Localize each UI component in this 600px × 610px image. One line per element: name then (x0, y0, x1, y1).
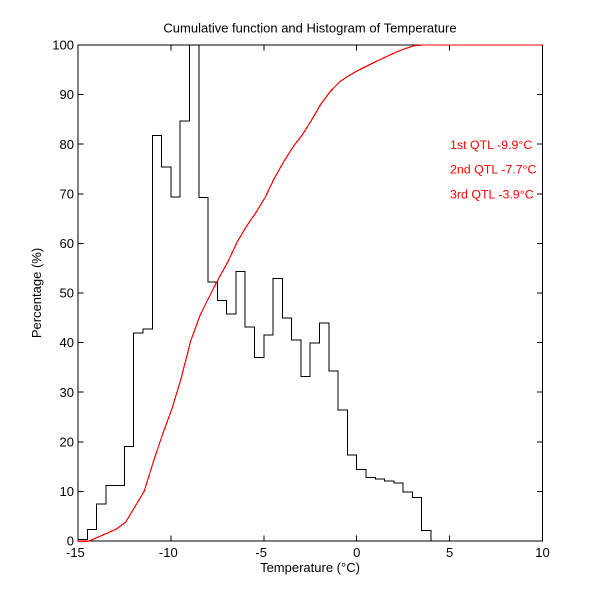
svg-text:30: 30 (60, 385, 74, 400)
svg-text:90: 90 (60, 87, 74, 102)
svg-text:-15: -15 (66, 545, 85, 560)
svg-text:Temperature (°C): Temperature (°C) (260, 560, 360, 575)
svg-text:5: 5 (446, 545, 453, 560)
svg-text:2nd QTL -7.7°C: 2nd QTL -7.7°C (450, 163, 537, 177)
svg-text:10: 10 (60, 484, 74, 499)
svg-text:80: 80 (60, 137, 74, 152)
svg-text:Percentage (%): Percentage (%) (29, 248, 44, 338)
svg-text:20: 20 (60, 434, 74, 449)
svg-text:10: 10 (535, 545, 549, 560)
svg-text:Cumulative function and Histog: Cumulative function and Histogram of Tem… (163, 21, 456, 36)
svg-text:3rd QTL -3.9°C: 3rd QTL -3.9°C (450, 188, 534, 202)
svg-text:0: 0 (67, 534, 74, 549)
svg-text:60: 60 (60, 236, 74, 251)
svg-text:50: 50 (60, 286, 74, 301)
svg-text:-5: -5 (255, 545, 267, 560)
svg-text:-10: -10 (159, 545, 178, 560)
svg-text:40: 40 (60, 335, 74, 350)
svg-text:1st QTL -9.9°C: 1st QTL -9.9°C (450, 138, 532, 152)
svg-text:0: 0 (353, 545, 360, 560)
svg-text:70: 70 (60, 186, 74, 201)
svg-text:100: 100 (52, 38, 74, 53)
